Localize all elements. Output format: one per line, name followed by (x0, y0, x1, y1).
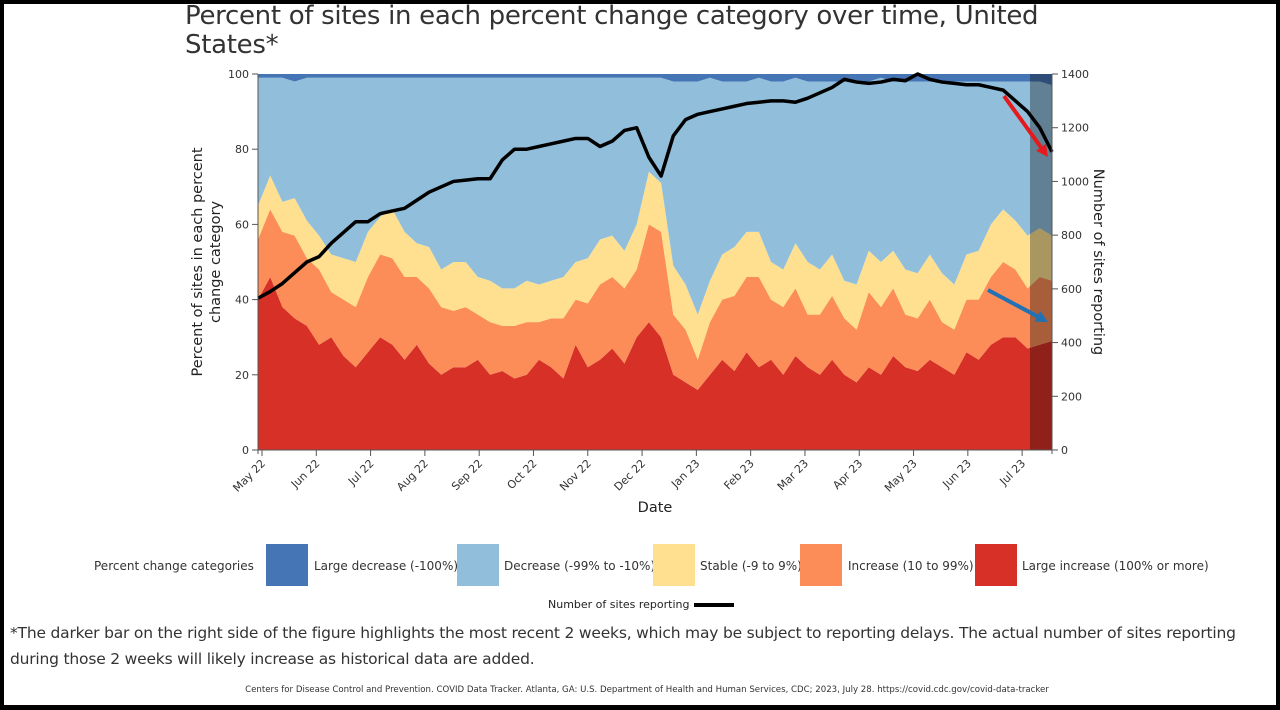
chart-svg: 0 20 40 60 80 100 0 200 400 600 800 1000 1200 1400 M… (190, 68, 1106, 516)
x-axis: May 22 Jun 22 Jul 22 Aug 22 Sep 22 Oct 22 Nov … (230, 449, 1052, 495)
x-tick-label: Jan 23 (668, 457, 702, 491)
right-tick-label: 200 (1061, 390, 1082, 403)
x-tick-label: Jun 22 (288, 457, 322, 491)
y-axis-label-left: Percent of sites in each percent (190, 147, 206, 376)
recent-weeks-highlight (1030, 74, 1052, 450)
x-tick-label: Sep 22 (449, 457, 485, 493)
legend-label-large-decrease: Large decrease (-100%) (314, 559, 459, 573)
sites-reporting-line (257, 72, 1054, 300)
x-tick-label: Nov 22 (557, 457, 594, 494)
right-tick-label: 1400 (1061, 68, 1089, 81)
chart-title: Percent of sites in each percent change … (185, 1, 1039, 60)
x-tick-label: May 23 (882, 457, 920, 495)
footnote: *The darker bar on the right side of the… (10, 624, 1236, 668)
x-tick-label: Mar 23 (775, 457, 811, 493)
x-tick-label: Feb 23 (721, 457, 756, 492)
right-tick-label: 600 (1061, 283, 1082, 296)
left-tick-label: 80 (235, 143, 249, 156)
y-axis-label-right: Number of sites reporting (1090, 169, 1106, 356)
legend-label-large-increase: Large increase (100% or more) (1022, 559, 1209, 573)
legend-swatch-stable (653, 544, 695, 586)
area-stable-to (258, 171, 1052, 360)
annotation-arrows (987, 94, 1048, 322)
x-tick-label: Aug 22 (394, 457, 431, 494)
legend-label-decrease: Decrease (-99% to -10%) (504, 559, 656, 573)
area-large-increase-or-more (258, 277, 1052, 450)
x-tick-label: Oct 22 (505, 457, 540, 492)
right-tick-label: 0 (1061, 444, 1068, 457)
left-tick-label: 100 (228, 68, 249, 81)
area-decrease-to (258, 77, 1052, 315)
legend-swatch-large-decrease (266, 544, 308, 586)
line-legend-label: Number of sites reporting (548, 598, 690, 611)
right-y-axis: 0 200 400 600 800 1000 1200 1400 (1051, 68, 1089, 457)
right-tick-label: 800 (1061, 229, 1082, 242)
left-tick-label: 60 (235, 218, 249, 231)
right-tick-label: 1200 (1061, 122, 1089, 135)
y-axis-label-left-line2: change category (208, 201, 224, 323)
legend-label-stable: Stable (-9 to 9%) (700, 559, 802, 573)
x-tick-label: Jul 22 (345, 457, 377, 489)
line-legend-swatch (693, 603, 734, 607)
x-tick-label: Jul 23 (997, 457, 1029, 489)
area-large-decrease (258, 74, 1052, 86)
red-arrow-icon (1002, 94, 1048, 157)
stacked-areas (258, 74, 1052, 450)
legend-label-increase: Increase (10 to 99%) (848, 559, 974, 573)
x-axis-label: Date (638, 500, 673, 516)
x-tick-label: Apr 23 (830, 457, 865, 492)
legend-title: Percent change categories (94, 559, 254, 573)
legend-swatch-large-increase (975, 544, 1017, 586)
line-legend: Number of sites reporting (548, 598, 734, 611)
right-tick-label: 1000 (1061, 175, 1089, 188)
legend-swatch-decrease (457, 544, 499, 586)
left-y-axis: 0 20 40 60 80 100 (228, 68, 259, 457)
x-tick-label: Dec 22 (612, 457, 649, 494)
area-increase-to (258, 209, 1052, 390)
left-tick-label: 20 (235, 369, 249, 382)
legend-swatch-increase (800, 544, 842, 586)
left-tick-label: 0 (242, 444, 249, 457)
citation: Centers for Disease Control and Preventi… (245, 685, 1049, 695)
legend: Percent change categories Large decrease… (0, 544, 1280, 586)
x-tick-label: May 22 (230, 457, 268, 495)
right-tick-label: 400 (1061, 337, 1082, 350)
blue-arrow-icon (987, 288, 1048, 322)
left-tick-label: 40 (235, 294, 249, 307)
x-tick-label: Jun 23 (940, 457, 974, 491)
